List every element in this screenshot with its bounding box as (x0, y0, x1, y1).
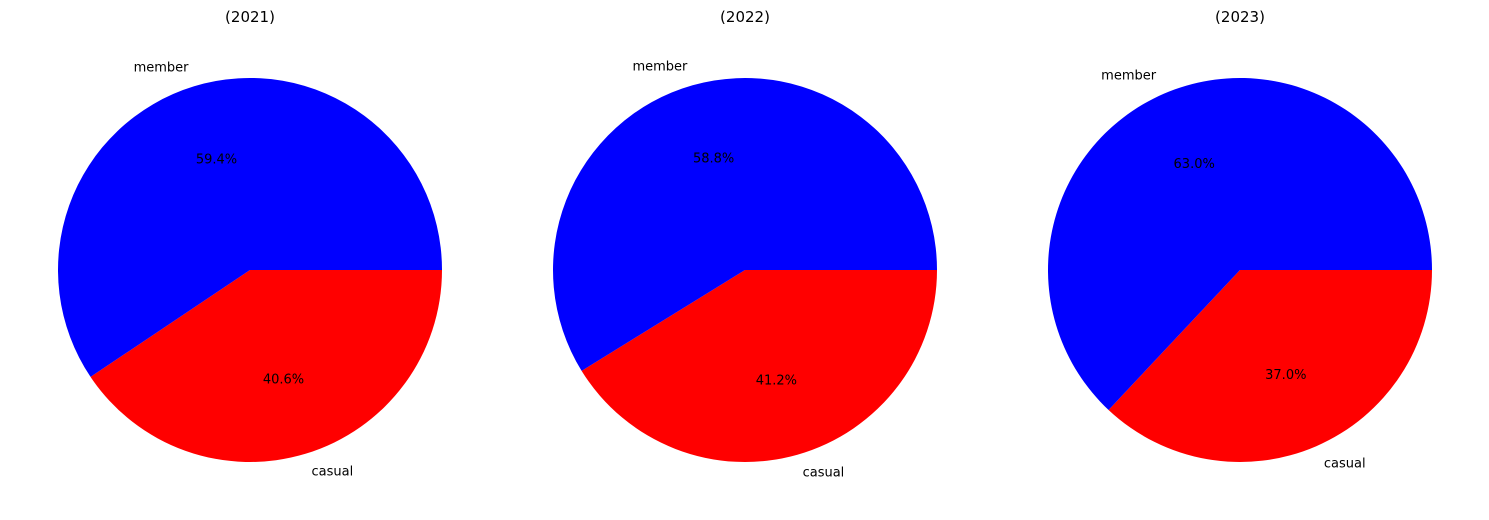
slice-label-casual: casual (312, 465, 354, 480)
slice-label-member: member (134, 60, 190, 75)
slice-percent-label: 63.0% (1174, 157, 1215, 172)
pie-chart-2023: (2023) member 63.0% casual 37.0% (1048, 8, 1432, 471)
pie-title: (2022) (720, 8, 770, 26)
slice-label-casual: casual (1324, 456, 1366, 471)
pie-slice-casual (1108, 270, 1432, 462)
pie-chart-2021: (2021) member 59.4% casual 40.6% (58, 8, 443, 480)
slice-percent-label: 37.0% (1265, 368, 1306, 383)
pie-slice-casual (581, 270, 937, 462)
pie-chart-2022: (2022) member 58.8% casual 41.2% (553, 8, 938, 481)
pie-title: (2021) (225, 8, 275, 26)
slice-percent-label: 58.8% (693, 152, 734, 167)
pie-title: (2023) (1215, 8, 1265, 26)
slice-percent-label: 41.2% (756, 373, 797, 388)
slice-percent-label: 59.4% (196, 152, 237, 167)
slice-label-member: member (632, 59, 688, 74)
pie-slice-member (58, 77, 443, 377)
slice-label-member: member (1101, 69, 1157, 84)
slice-label-casual: casual (803, 466, 845, 481)
pie-slice-casual (90, 270, 442, 462)
pie-slice-member (1048, 77, 1432, 410)
slice-percent-label: 40.6% (263, 373, 304, 388)
pie-slice-member (553, 77, 938, 371)
